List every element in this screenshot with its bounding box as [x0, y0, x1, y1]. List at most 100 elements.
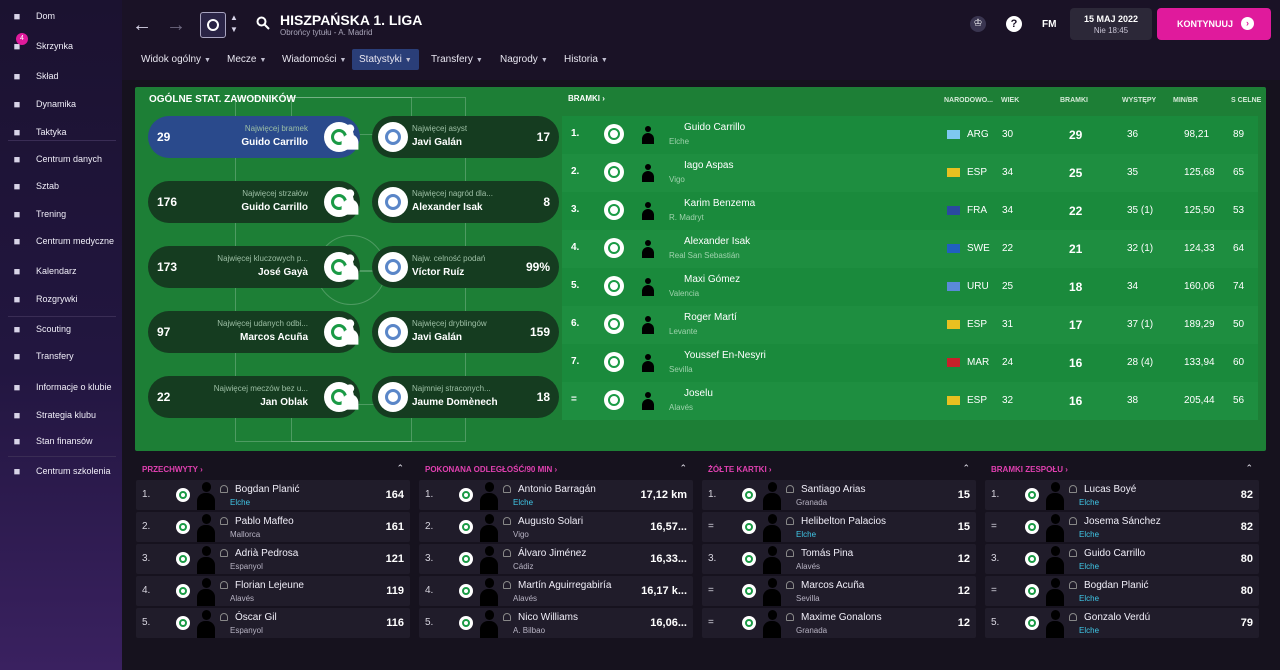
list-item[interactable]: 1. Bogdan Planić Elche 164: [136, 480, 410, 510]
list-item[interactable]: 1. Lucas Boyé Elche 82: [985, 480, 1259, 510]
tab-0[interactable]: Widok ogólny ▼: [134, 49, 218, 70]
list-item[interactable]: 2. Pablo Maffeo Mallorca 161: [136, 512, 410, 542]
sidebar-item-6[interactable]: ■ Sztab: [0, 175, 122, 199]
stat-pill-right[interactable]: Najmniej straconych... Jaume Domènech 18: [372, 376, 559, 418]
table-row[interactable]: 2. Iago Aspas Vigo ESP 34 25 35 125,68 6…: [562, 154, 1258, 192]
competition-logo-icon[interactable]: [200, 12, 226, 38]
forward-arrow-icon[interactable]: →: [166, 14, 186, 36]
list-item[interactable]: = Helibelton Palacios Elche 15: [702, 512, 976, 542]
column-header[interactable]: WYSTĘPY: [1122, 97, 1157, 104]
trophy-icon[interactable]: ♔: [970, 16, 986, 32]
chevron-updown-icon[interactable]: ▲ ▼: [230, 13, 238, 34]
panel-title[interactable]: PRZECHWYTY ›: [142, 465, 203, 474]
sidebar-item-1[interactable]: ■ 4 Skrzynka: [0, 33, 122, 59]
sidebar-item-15[interactable]: ■ Stan finansów: [0, 430, 122, 454]
list-item[interactable]: = Bogdan Planić Elche 80: [985, 576, 1259, 606]
panel-title[interactable]: POKONANA ODLEGŁOŚĆ/90 MIN ›: [425, 465, 558, 474]
player-silhouette: [642, 354, 654, 372]
stat-pill-left[interactable]: 173 Najwięcej kluczowych p... José Gayà: [148, 246, 360, 288]
sidebar-item-11[interactable]: ■ Scouting: [0, 318, 122, 342]
list-item[interactable]: 4. Florian Lejeune Alavés 119: [136, 576, 410, 606]
table-row[interactable]: 4. Alexander Isak Real San Sebastián SWE…: [562, 230, 1258, 268]
list-item[interactable]: 5. Gonzalo Verdú Elche 79: [985, 608, 1259, 638]
stat-pill-right[interactable]: Najwięcej asyst Javi Galán 17: [372, 116, 559, 158]
tab-2[interactable]: Wiadomości ▼: [275, 49, 353, 70]
list-item[interactable]: = Marcos Acuña Sevilla 12: [702, 576, 976, 606]
column-header[interactable]: BRAMKI: [1060, 97, 1088, 104]
column-header[interactable]: WIEK: [1001, 97, 1020, 104]
fm-logo[interactable]: FM: [1042, 19, 1057, 30]
collapse-chevron-icon[interactable]: ⌃: [1245, 463, 1253, 473]
stat-pill-left[interactable]: 29 Najwięcej bramek Guido Carrillo: [148, 116, 360, 158]
sidebar-item-label: Centrum szkolenia: [36, 466, 111, 476]
list-item[interactable]: 3. Tomás Pina Alavés 12: [702, 544, 976, 574]
player-silhouette: [480, 514, 498, 542]
column-header[interactable]: S CELNE: [1231, 97, 1262, 104]
stat-value: 121: [385, 553, 404, 565]
list-item[interactable]: 2. Augusto Solari Vigo 16,57...: [419, 512, 693, 542]
tab-5[interactable]: Nagrody ▼: [493, 49, 555, 70]
sidebar-item-13[interactable]: ■ Informacje o klubie: [0, 376, 122, 400]
sidebar-item-16[interactable]: ■ Centrum szkolenia: [0, 460, 122, 484]
collapse-chevron-icon[interactable]: ⌃: [396, 463, 404, 473]
table-row[interactable]: 6. Roger Martí Levante ESP 31 17 37 (1) …: [562, 306, 1258, 344]
stat-pill-left[interactable]: 22 Najwięcej meczów bez u... Jan Oblak: [148, 376, 360, 418]
sidebar-divider: [8, 140, 116, 141]
stat-pill-right[interactable]: Najwięcej dryblingów Javi Galán 159: [372, 311, 559, 353]
table-row[interactable]: 3. Karim Benzema R. Madryt FRA 34 22 35 …: [562, 192, 1258, 230]
list-item[interactable]: 1. Antonio Barragán Elche 17,12 km: [419, 480, 693, 510]
list-item[interactable]: 5. Nico Williams A. Bilbao 16,06...: [419, 608, 693, 638]
list-item[interactable]: = Josema Sánchez Elche 82: [985, 512, 1259, 542]
help-icon[interactable]: ?: [1006, 16, 1022, 32]
date-box[interactable]: 15 MAJ 2022 Nie 18:45: [1070, 8, 1152, 40]
sidebar-item-9[interactable]: ■ Kalendarz: [0, 260, 122, 284]
tab-4[interactable]: Transfery ▼: [424, 49, 490, 70]
continue-button[interactable]: KONTYNUUJ ›: [1157, 8, 1271, 40]
sidebar-item-3[interactable]: ■ Dynamika: [0, 93, 122, 117]
sidebar-item-12[interactable]: ■ Transfery: [0, 345, 122, 369]
age: 30: [1002, 129, 1014, 140]
tab-3[interactable]: Statystyki ▼: [352, 49, 419, 70]
tab-1[interactable]: Mecze ▼: [220, 49, 273, 70]
column-header[interactable]: MIN/BR: [1173, 97, 1198, 104]
club-name: Elche: [1079, 594, 1100, 603]
player-name: Helibelton Palacios: [801, 516, 887, 527]
collapse-chevron-icon[interactable]: ⌃: [962, 463, 970, 473]
shots-on-target: 60: [1233, 357, 1245, 368]
column-header[interactable]: NARODOWO...: [944, 97, 993, 104]
table-row[interactable]: 7. Youssef En-Nesyri Sevilla MAR 24 16 2…: [562, 344, 1258, 382]
list-item[interactable]: = Maxime Gonalons Granada 12: [702, 608, 976, 638]
appearances: 37 (1): [1127, 319, 1154, 330]
sidebar-item-5[interactable]: ■ Centrum danych: [0, 148, 122, 172]
sidebar-item-10[interactable]: ■ Rozgrywki: [0, 288, 122, 312]
sidebar-item-2[interactable]: ■ Skład: [0, 65, 122, 89]
goals-title[interactable]: BRAMKI ›: [568, 94, 605, 103]
list-item[interactable]: 5. Óscar Gil Espanyol 116: [136, 608, 410, 638]
panel-title[interactable]: BRAMKI ZESPOŁU ›: [991, 465, 1068, 474]
list-item[interactable]: 3. Guido Carrillo Elche 80: [985, 544, 1259, 574]
rank: 6.: [571, 318, 580, 329]
search-icon[interactable]: [256, 16, 270, 30]
panel-title[interactable]: ŻÓŁTE KARTKI ›: [708, 465, 772, 474]
player-silhouette: [480, 578, 498, 606]
tab-6[interactable]: Historia ▼: [557, 49, 615, 70]
sidebar-item-0[interactable]: ■ Dom: [0, 5, 122, 29]
rank: 5.: [425, 617, 434, 628]
table-row[interactable]: 1. Guido Carrillo Elche ARG 30 29 36 98,…: [562, 116, 1258, 154]
stat-pill-left[interactable]: 176 Najwięcej strzałów Guido Carrillo: [148, 181, 360, 223]
sidebar-item-7[interactable]: ■ Trening: [0, 203, 122, 227]
stat-pill-right[interactable]: Najw. celność podań Víctor Ruíz 99%: [372, 246, 559, 288]
list-item[interactable]: 3. Álvaro Jiménez Cádiz 16,33...: [419, 544, 693, 574]
sidebar-item-4[interactable]: ■ Taktyka: [0, 121, 122, 145]
sidebar-item-14[interactable]: ■ Strategia klubu: [0, 404, 122, 428]
stat-pill-right[interactable]: Najwięcej nagród dla... Alexander Isak 8: [372, 181, 559, 223]
sidebar-item-8[interactable]: ■ Centrum medyczne: [0, 230, 122, 254]
list-item[interactable]: 1. Santiago Arias Granada 15: [702, 480, 976, 510]
list-item[interactable]: 3. Adrià Pedrosa Espanyol 121: [136, 544, 410, 574]
back-arrow-icon[interactable]: ←: [132, 14, 152, 36]
list-item[interactable]: 4. Martín Aguirregabiría Alavés 16,17 k.…: [419, 576, 693, 606]
table-row[interactable]: 5. Maxi Gómez Valencia URU 25 18 34 160,…: [562, 268, 1258, 306]
table-row[interactable]: = Joselu Alavés ESP 32 16 38 205,44 56: [562, 382, 1258, 420]
collapse-chevron-icon[interactable]: ⌃: [679, 463, 687, 473]
stat-pill-left[interactable]: 97 Najwięcej udanych odbi... Marcos Acuñ…: [148, 311, 360, 353]
